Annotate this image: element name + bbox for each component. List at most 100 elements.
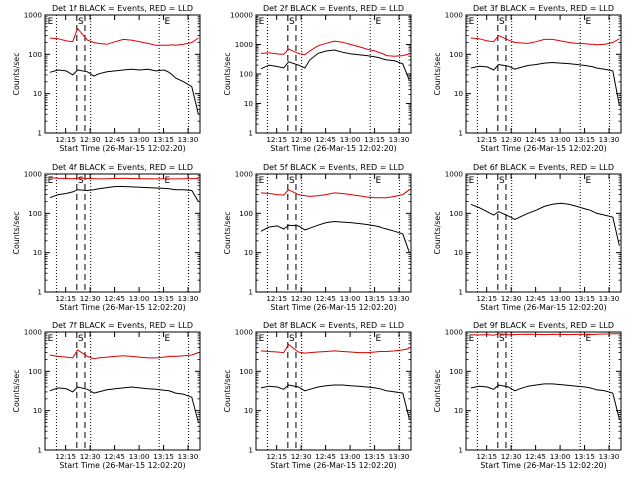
- y-tick-label: 100: [239, 367, 253, 376]
- y-axis-label: Counts/sec: [12, 212, 21, 255]
- chart-title: Det 4f BLACK = Events, RED = LLD: [52, 163, 193, 172]
- axis-frame: [465, 331, 622, 451]
- marker-e-label: E: [376, 334, 382, 344]
- x-tick-label: 12:30: [80, 135, 101, 144]
- series-line-lld: [470, 333, 620, 336]
- x-axis-label: Start Time (26-Mar-15 12:02:20): [270, 144, 396, 153]
- y-tick-label: 10: [244, 406, 254, 415]
- x-tick-label: 12:45: [104, 135, 125, 144]
- x-tick-label: 13:30: [599, 452, 620, 461]
- x-tick-label: 13:00: [550, 452, 571, 461]
- marker-s-label: S: [499, 176, 505, 186]
- x-tick-label: 13:30: [599, 294, 620, 303]
- x-tick-label: 13:00: [340, 294, 361, 303]
- axis-frame: [255, 14, 412, 134]
- x-tick-label: 12:30: [291, 452, 312, 461]
- chart-panel-2: Det 2f BLACK = Events, RED = LLD 1 10 100 10…: [223, 4, 412, 153]
- x-tick-label: 12:15: [55, 452, 76, 461]
- y-tick-label: 10000: [230, 11, 253, 20]
- x-tick-label: 13:15: [153, 135, 174, 144]
- x-axis-label: Start Time (26-Mar-15 12:02:20): [480, 461, 606, 470]
- y-axis-label: Counts/sec: [12, 53, 21, 96]
- x-tick-label: 12:30: [501, 294, 522, 303]
- x-tick-label: 12:45: [315, 452, 336, 461]
- x-tick-label: 12:15: [55, 294, 76, 303]
- axis-frame: [255, 173, 412, 293]
- x-tick-label: 13:30: [389, 452, 410, 461]
- y-tick-label: 100: [28, 367, 42, 376]
- series-line-events: [49, 68, 199, 115]
- chart-panel-7: Det 7f BLACK = Events, RED = LLD 1 10 100 10…: [12, 321, 201, 470]
- y-tick-label: 10: [454, 248, 464, 257]
- x-tick-label: 12:45: [525, 452, 546, 461]
- y-tick-label: 10: [244, 248, 254, 257]
- y-tick-label: 100: [239, 70, 253, 79]
- x-tick-label: 12:15: [476, 452, 497, 461]
- marker-e-label: E: [259, 176, 265, 186]
- y-tick-label: 1000: [445, 170, 464, 179]
- marker-s-label: S: [78, 334, 84, 344]
- y-tick-label: 1000: [24, 328, 43, 337]
- y-tick-label: 10: [33, 406, 43, 415]
- chart-title: Det 9f BLACK = Events, RED = LLD: [473, 321, 614, 330]
- y-tick-label: 100: [449, 367, 463, 376]
- x-tick-label: 13:00: [129, 452, 150, 461]
- chart-panel-5: Det 5f BLACK = Events, RED = LLD 1 10 100 10…: [223, 163, 412, 312]
- x-tick-label: 12:30: [80, 294, 101, 303]
- series-line-lld: [260, 40, 410, 57]
- chart-title: Det 6f BLACK = Events, RED = LLD: [473, 163, 614, 172]
- x-tick-label: 13:15: [364, 135, 385, 144]
- marker-e-label: E: [48, 176, 54, 186]
- y-tick-label: 1: [248, 129, 253, 138]
- chart-panel-1: Det 1f BLACK = Events, RED = LLD 1 10 100 10…: [12, 4, 201, 153]
- series-line-lld: [49, 349, 199, 360]
- marker-e-label: E: [48, 17, 54, 27]
- series-line-events: [260, 49, 410, 81]
- y-tick-label: 100: [28, 209, 42, 218]
- x-tick-label: 12:30: [501, 452, 522, 461]
- y-tick-label: 100: [239, 209, 253, 218]
- x-axis-label: Start Time (26-Mar-15 12:02:20): [270, 461, 396, 470]
- y-tick-label: 1000: [445, 328, 464, 337]
- axis-frame: [465, 14, 622, 134]
- x-tick-label: 13:15: [364, 452, 385, 461]
- chart-title: Det 8f BLACK = Events, RED = LLD: [263, 321, 404, 330]
- series-line-events: [470, 202, 620, 246]
- y-tick-label: 1: [37, 288, 42, 297]
- x-tick-label: 13:15: [364, 294, 385, 303]
- x-tick-label: 12:30: [80, 452, 101, 461]
- x-tick-label: 12:45: [315, 135, 336, 144]
- axis-frame: [44, 14, 201, 134]
- y-tick-label: 10: [454, 406, 464, 415]
- series-line-lld: [49, 177, 199, 180]
- marker-e-label: E: [586, 334, 592, 344]
- x-tick-label: 12:15: [476, 294, 497, 303]
- x-tick-label: 13:00: [340, 452, 361, 461]
- x-tick-label: 12:45: [104, 294, 125, 303]
- x-axis-label: Start Time (26-Mar-15 12:02:20): [480, 303, 606, 312]
- y-tick-label: 1000: [235, 40, 254, 49]
- chart-title: Det 1f BLACK = Events, RED = LLD: [52, 4, 193, 13]
- series-line-lld: [260, 343, 410, 354]
- x-tick-label: 13:00: [340, 135, 361, 144]
- x-tick-label: 13:00: [550, 135, 571, 144]
- y-tick-label: 1: [458, 446, 463, 455]
- series-line-events: [470, 61, 620, 106]
- y-tick-label: 1: [248, 446, 253, 455]
- chart-panel-4: Det 4f BLACK = Events, RED = LLD 1 10 100 10…: [12, 163, 201, 312]
- y-tick-label: 1000: [24, 170, 43, 179]
- marker-e-label: E: [165, 334, 171, 344]
- axis-frame: [465, 173, 622, 293]
- marker-e-label: E: [469, 176, 475, 186]
- y-axis-label: Counts/sec: [433, 212, 442, 255]
- marker-s-label: S: [289, 334, 295, 344]
- marker-e-label: E: [165, 17, 171, 27]
- x-tick-label: 13:15: [153, 452, 174, 461]
- chart-panel-8: Det 8f BLACK = Events, RED = LLD 1 10 100 10…: [223, 321, 412, 470]
- series-line-events: [260, 384, 410, 420]
- chart-title: Det 7f BLACK = Events, RED = LLD: [52, 321, 193, 330]
- x-tick-label: 13:15: [574, 294, 595, 303]
- y-axis-label: Counts/sec: [433, 53, 442, 96]
- y-tick-label: 1: [37, 129, 42, 138]
- y-tick-label: 10: [454, 89, 464, 98]
